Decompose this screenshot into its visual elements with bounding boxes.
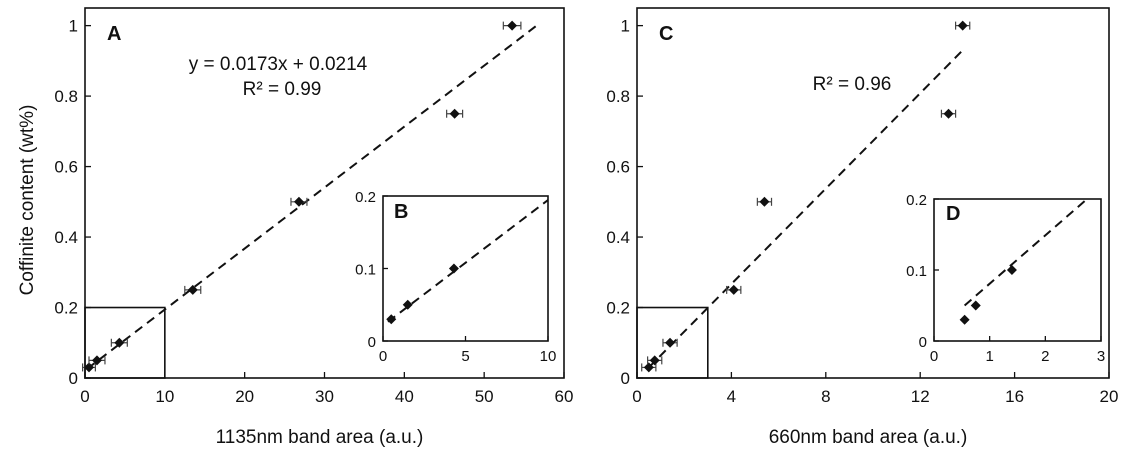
r-squared: R² = 0.99 [243, 79, 322, 100]
y-tick-label: 0.6 [54, 158, 78, 177]
panel-d: 0 1 2 3 0 0.1 0.2 D [906, 192, 1105, 365]
data-point [1006, 265, 1017, 275]
plot-frame-c [636, 7, 1110, 379]
data-point [449, 108, 460, 119]
y-tick-label: 0.4 [606, 228, 630, 247]
data-point [665, 337, 676, 348]
data-point [187, 284, 198, 295]
panel-label: B [394, 201, 408, 223]
x-tick-label: 10 [540, 348, 557, 365]
y-tick-label: 0 [621, 369, 630, 388]
x-tick-label: 4 [727, 387, 736, 406]
fit-line [387, 199, 549, 323]
data-point [970, 300, 981, 311]
panel-label: D [946, 203, 960, 225]
data-point [959, 314, 970, 325]
x-tick-label: 1 [985, 348, 993, 365]
y-tick-label: 0 [69, 369, 78, 388]
data-point [643, 362, 654, 373]
r-squared: R² = 0.96 [813, 74, 892, 95]
fit-equation: y = 0.0173x + 0.0214 [189, 54, 368, 75]
data-point [83, 362, 94, 373]
data-point [114, 337, 125, 348]
y-tick-label: 0 [368, 334, 376, 351]
y-tick-label: 0.2 [54, 299, 78, 318]
x-tick-label: 0 [930, 348, 938, 365]
x-axis-title: 1135nm band area (a.u.) [216, 427, 424, 448]
x-tick-label: 8 [821, 387, 830, 406]
x-tick-label: 40 [395, 387, 414, 406]
y-tick-label: 0.1 [355, 262, 376, 279]
y-tick-label: 0.6 [606, 158, 630, 177]
data-point [402, 299, 413, 310]
x-tick-label: 12 [911, 387, 930, 406]
y-tick-label: 1 [621, 17, 630, 36]
x-axis-title: 660nm band area (a.u.) [769, 427, 968, 448]
x-tick-label: 50 [475, 387, 494, 406]
data-point [386, 314, 397, 325]
zoom-region-box [636, 306, 709, 379]
x-tick-label: 5 [461, 348, 469, 365]
data-point [728, 284, 739, 295]
x-tick-label: 10 [155, 387, 174, 406]
panel-b: 0 5 10 0 0.1 0.2 B [355, 189, 556, 365]
x-tick-label: 3 [1097, 348, 1105, 365]
y-tick-label: 0.1 [906, 263, 927, 280]
y-tick-label: 0.2 [906, 192, 927, 209]
y-tick-label: 1 [69, 17, 78, 36]
x-tick-label: 20 [235, 387, 254, 406]
x-tick-label: 0 [80, 387, 89, 406]
data-point [759, 196, 770, 207]
y-axis-title: Coffinite content (wt%) [17, 105, 38, 296]
data-point [943, 108, 954, 119]
y-tick-label: 0.2 [355, 189, 376, 206]
x-tick-label: 2 [1041, 348, 1049, 365]
x-tick-label: 0 [632, 387, 641, 406]
y-tick-label: 0.4 [54, 228, 78, 247]
data-point [957, 20, 968, 31]
y-tick-label: 0.8 [606, 87, 630, 106]
y-tick-label: 0.8 [54, 87, 78, 106]
data-point [91, 355, 102, 366]
x-tick-label: 60 [555, 387, 574, 406]
data-point [448, 263, 459, 274]
x-tick-label: 20 [1100, 387, 1119, 406]
y-tick-label: 0 [919, 334, 927, 351]
data-point [649, 355, 660, 366]
fit-line [963, 198, 1088, 307]
y-tick-label: 0.2 [606, 299, 630, 318]
panel-label: A [107, 23, 121, 45]
zoom-region-box [84, 306, 166, 379]
x-tick-label: 30 [315, 387, 334, 406]
data-point [293, 196, 304, 207]
x-tick-label: 0 [379, 348, 387, 365]
fit-line [86, 25, 537, 370]
x-tick-label: 16 [1005, 387, 1024, 406]
panel-label: C [659, 23, 673, 45]
plot-frame-d [933, 198, 1102, 342]
data-point [507, 20, 518, 31]
